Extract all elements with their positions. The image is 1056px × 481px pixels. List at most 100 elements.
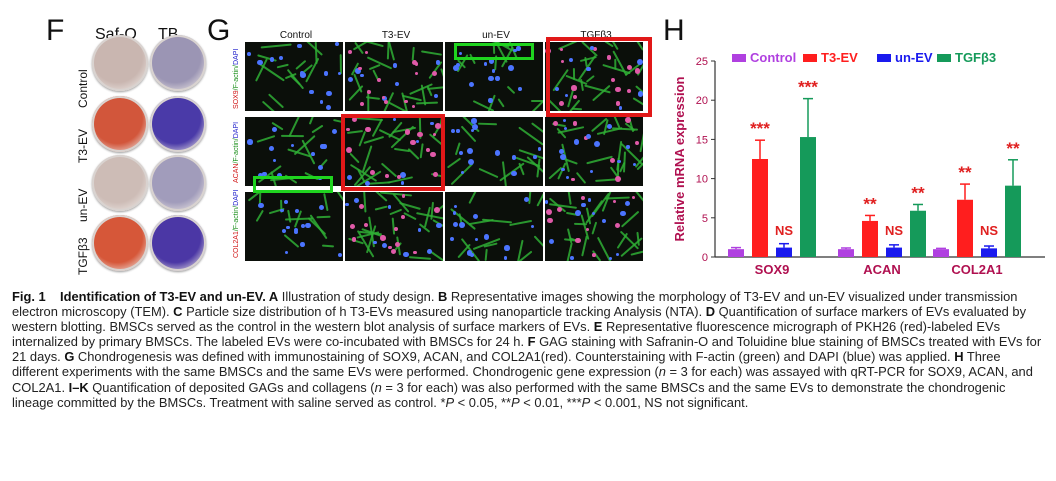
- g-nucleus: [592, 47, 597, 52]
- g-nucleus: [452, 211, 457, 215]
- g-scale-bar-label: 50μm: [622, 262, 640, 269]
- g-nucleus: [454, 204, 458, 209]
- g-nucleus: [394, 242, 400, 247]
- g-actin-fiber: [450, 163, 474, 186]
- g-nucleus: [615, 176, 622, 183]
- g-nucleus: [635, 141, 640, 146]
- h-y-tick-label: 15: [696, 134, 708, 146]
- g-nucleus: [580, 195, 585, 200]
- g-nucleus: [322, 144, 327, 149]
- g-actin-fiber: [509, 219, 533, 227]
- f-row-t3ev: T3-EV: [76, 128, 90, 163]
- figure-caption: Fig. 1 Identification of T3-EV and un-EV…: [12, 289, 1048, 410]
- g-nucleus: [469, 81, 475, 88]
- g-nucleus: [338, 252, 343, 257]
- g-nucleus: [247, 139, 253, 145]
- g-nucleus: [587, 197, 592, 202]
- caption-run: = 3 for each) was also performed with th…: [12, 379, 1006, 410]
- g-row-label-part: /F-actin/: [233, 65, 240, 91]
- g-nucleus: [325, 104, 331, 111]
- g-nucleus: [561, 167, 565, 172]
- caption-run: Identification of T3-EV and un-EV. A: [60, 289, 279, 304]
- g-actin-fiber: [575, 172, 587, 185]
- g-row-label-part: ACAN: [233, 163, 240, 183]
- g-actin-fiber: [415, 102, 438, 105]
- g-nucleus: [394, 81, 400, 87]
- g-actin-fiber: [478, 167, 499, 178]
- g-nucleus: [392, 117, 397, 122]
- g-nucleus: [363, 223, 368, 228]
- g-nucleus: [436, 223, 442, 229]
- g-actin-fiber: [280, 134, 304, 137]
- g-nucleus: [450, 237, 455, 241]
- g-col-t3ev: T3-EV: [381, 30, 411, 41]
- g-nucleus: [347, 174, 353, 180]
- h-legend-label: T3-EV: [821, 50, 858, 65]
- g-nucleus: [491, 69, 495, 73]
- f-dish-safo-1: [92, 96, 148, 152]
- h-significance-label: **: [911, 183, 925, 202]
- g-nucleus: [560, 48, 564, 52]
- g-nucleus: [399, 172, 406, 179]
- caption-run: Fig. 1: [12, 289, 46, 304]
- g-nucleus: [364, 180, 370, 186]
- h-bar-T3-EV-SOX9: [752, 159, 768, 257]
- g-actin-fiber: [639, 127, 643, 153]
- f-dish-safo-0: [92, 35, 148, 91]
- caption-run: P: [581, 394, 591, 410]
- g-actin-fiber: [507, 85, 516, 94]
- g-nucleus: [453, 64, 460, 71]
- h-bar-T3-EV-COL2A1: [957, 199, 973, 257]
- g-nucleus: [612, 199, 617, 204]
- panel-g-letter: G: [207, 14, 231, 47]
- g-nucleus: [347, 76, 354, 83]
- caption-run: D: [705, 304, 716, 320]
- g-row-label-part: SOX9: [233, 90, 240, 109]
- caption-run: n: [374, 379, 382, 395]
- g-nucleus: [294, 229, 298, 234]
- g-nucleus: [472, 213, 478, 220]
- g-nucleus: [624, 200, 631, 207]
- g-nucleus: [469, 253, 474, 258]
- g-actin-fiber: [423, 206, 431, 228]
- h-bar-Control-SOX9: [728, 249, 744, 257]
- g-nucleus: [581, 202, 586, 208]
- g-nucleus: [323, 71, 329, 76]
- caption-run: G: [64, 349, 75, 365]
- h-legend-swatch: [803, 54, 817, 62]
- g-actin-fiber: [322, 244, 335, 248]
- g-nucleus: [619, 210, 626, 217]
- g-nucleus: [300, 242, 305, 247]
- g-actin-fiber: [469, 219, 495, 226]
- g-actin-fiber: [536, 192, 543, 207]
- h-legend-label: TGFβ3: [955, 50, 996, 65]
- caption-run: < 0.001, NS not significant.: [590, 394, 749, 410]
- g-actin-fiber: [566, 192, 572, 206]
- g-nucleus: [278, 55, 283, 60]
- g-nucleus: [309, 89, 314, 95]
- caption-run: C: [173, 304, 183, 320]
- g-nucleus: [268, 145, 274, 151]
- g-nucleus: [269, 57, 275, 62]
- caption-run: B: [438, 289, 448, 304]
- g-nucleus: [360, 73, 364, 77]
- g-nucleus: [467, 148, 474, 154]
- g-row-label-part: DAPI: [233, 48, 240, 66]
- g-nucleus: [390, 248, 397, 255]
- g-nucleus: [290, 143, 295, 148]
- g-micrograph-r2-c1: [345, 192, 443, 261]
- panel-h-letter: H: [663, 14, 685, 47]
- g-nucleus: [380, 235, 386, 241]
- h-y-tick-label: 10: [696, 174, 708, 186]
- g-nucleus: [563, 126, 568, 130]
- g-nucleus: [351, 237, 356, 242]
- g-nucleus: [504, 245, 510, 251]
- g-nucleus: [570, 255, 575, 260]
- caption-run: [46, 289, 60, 304]
- panel-f-letter: F: [46, 14, 65, 47]
- g-nucleus: [426, 148, 430, 152]
- h-category-label: SOX9: [755, 262, 790, 277]
- g-nucleus: [557, 206, 563, 212]
- g-row-acan: ACAN/F-actin/DAPI: [233, 122, 240, 183]
- g-nucleus: [488, 58, 494, 64]
